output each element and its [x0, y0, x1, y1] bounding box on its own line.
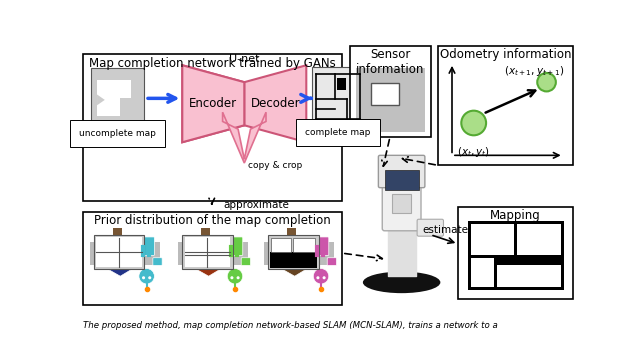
- Circle shape: [461, 111, 486, 135]
- FancyBboxPatch shape: [378, 155, 425, 188]
- FancyBboxPatch shape: [337, 78, 346, 90]
- FancyBboxPatch shape: [127, 250, 134, 256]
- FancyBboxPatch shape: [191, 250, 199, 256]
- FancyBboxPatch shape: [392, 194, 411, 213]
- FancyBboxPatch shape: [312, 67, 364, 124]
- FancyBboxPatch shape: [287, 228, 296, 242]
- Circle shape: [148, 276, 151, 279]
- FancyBboxPatch shape: [103, 250, 111, 256]
- Text: uncomplete map: uncomplete map: [79, 129, 156, 138]
- FancyBboxPatch shape: [385, 170, 419, 190]
- Ellipse shape: [363, 272, 440, 293]
- Circle shape: [316, 276, 319, 279]
- FancyBboxPatch shape: [470, 258, 494, 287]
- Polygon shape: [244, 65, 307, 142]
- FancyBboxPatch shape: [458, 207, 573, 299]
- FancyBboxPatch shape: [83, 211, 342, 305]
- FancyBboxPatch shape: [94, 235, 145, 269]
- Polygon shape: [271, 263, 316, 276]
- FancyBboxPatch shape: [349, 46, 431, 137]
- Text: Decoder: Decoder: [250, 97, 300, 110]
- FancyBboxPatch shape: [83, 55, 342, 201]
- Text: Sensor
information: Sensor information: [356, 48, 424, 76]
- FancyBboxPatch shape: [470, 224, 514, 255]
- FancyBboxPatch shape: [241, 258, 250, 265]
- Text: U-net: U-net: [229, 54, 260, 64]
- Text: $(x_{t+1}, y_{t+1})$: $(x_{t+1}, y_{t+1})$: [504, 64, 564, 78]
- Text: approximate: approximate: [223, 200, 289, 210]
- Circle shape: [227, 269, 243, 284]
- Text: Prior distribution of the map completion: Prior distribution of the map completion: [94, 214, 331, 227]
- Polygon shape: [97, 80, 131, 116]
- FancyBboxPatch shape: [438, 46, 573, 165]
- FancyBboxPatch shape: [96, 237, 142, 267]
- Text: estimate: estimate: [423, 225, 468, 235]
- Polygon shape: [97, 95, 105, 105]
- FancyBboxPatch shape: [264, 242, 334, 265]
- FancyBboxPatch shape: [179, 242, 248, 265]
- Text: Map completion network trained by GANs: Map completion network trained by GANs: [89, 57, 336, 70]
- FancyBboxPatch shape: [301, 250, 308, 256]
- Circle shape: [313, 269, 329, 284]
- FancyBboxPatch shape: [227, 237, 243, 256]
- Polygon shape: [186, 263, 230, 276]
- Polygon shape: [182, 65, 244, 142]
- FancyBboxPatch shape: [293, 238, 315, 252]
- Circle shape: [537, 73, 556, 91]
- FancyBboxPatch shape: [113, 228, 122, 242]
- FancyBboxPatch shape: [189, 239, 227, 262]
- Text: Encoder: Encoder: [189, 97, 237, 110]
- FancyBboxPatch shape: [90, 242, 160, 265]
- Circle shape: [139, 269, 154, 284]
- FancyBboxPatch shape: [356, 68, 425, 132]
- FancyBboxPatch shape: [268, 235, 319, 269]
- FancyBboxPatch shape: [417, 219, 444, 236]
- Polygon shape: [223, 112, 266, 163]
- FancyBboxPatch shape: [327, 258, 337, 265]
- FancyBboxPatch shape: [215, 250, 223, 256]
- FancyBboxPatch shape: [278, 250, 285, 256]
- Circle shape: [230, 276, 234, 279]
- Text: Mapping: Mapping: [490, 209, 541, 222]
- Text: copy & crop: copy & crop: [248, 161, 303, 170]
- FancyBboxPatch shape: [497, 265, 561, 287]
- Polygon shape: [97, 263, 142, 276]
- FancyBboxPatch shape: [182, 235, 233, 269]
- FancyBboxPatch shape: [275, 239, 313, 262]
- Text: The proposed method, map completion network-based SLAM (MCN-SLAM), trains a netw: The proposed method, map completion netw…: [83, 321, 498, 330]
- Circle shape: [323, 276, 326, 279]
- FancyBboxPatch shape: [271, 238, 291, 252]
- FancyBboxPatch shape: [371, 83, 399, 104]
- FancyBboxPatch shape: [313, 237, 329, 256]
- FancyBboxPatch shape: [139, 237, 154, 256]
- FancyBboxPatch shape: [517, 224, 561, 255]
- Text: $(x_t, y_t)$: $(x_t, y_t)$: [457, 145, 490, 159]
- FancyBboxPatch shape: [270, 252, 317, 268]
- Text: Odometry information: Odometry information: [440, 48, 572, 61]
- FancyBboxPatch shape: [201, 228, 210, 242]
- FancyBboxPatch shape: [91, 68, 143, 126]
- Polygon shape: [182, 65, 244, 142]
- FancyBboxPatch shape: [467, 221, 564, 290]
- Text: complete map: complete map: [305, 128, 371, 136]
- FancyBboxPatch shape: [184, 237, 230, 267]
- FancyBboxPatch shape: [382, 184, 421, 231]
- FancyBboxPatch shape: [153, 258, 162, 265]
- Circle shape: [237, 276, 239, 279]
- FancyBboxPatch shape: [100, 239, 139, 262]
- Circle shape: [142, 276, 145, 279]
